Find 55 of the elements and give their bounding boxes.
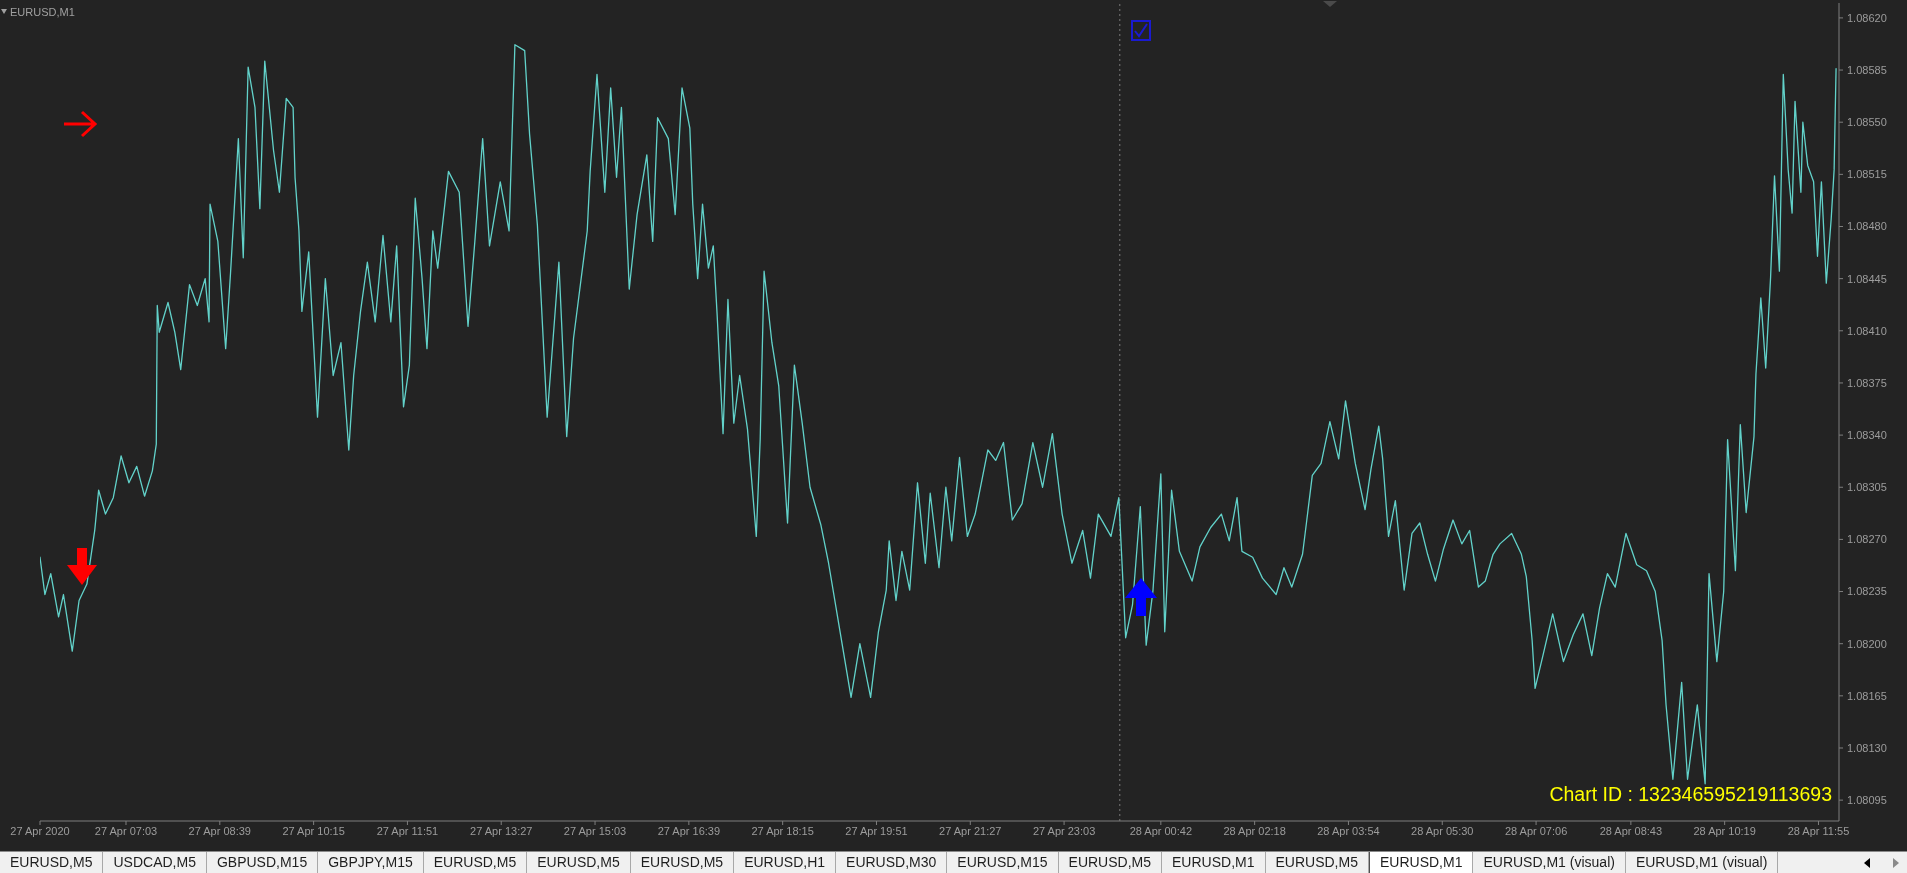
x-tick-label: 28 Apr 03:54 [1317,824,1380,837]
x-tick-label: 27 Apr 16:39 [657,824,721,837]
x-tick-label: 28 Apr 11:55 [1787,824,1850,837]
x-tick-label: 27 Apr 13:27 [470,824,533,837]
y-tick-label: 1.08515 [1847,168,1887,181]
x-tick-label: 28 Apr 00:42 [1129,824,1193,837]
y-tick-label: 1.08340 [1847,429,1887,441]
y-tick-label: 1.08095 [1847,794,1887,807]
y-tick-label: 1.08165 [1847,689,1887,702]
y-tick-label: 1.08585 [1847,63,1887,76]
x-tick-label: 28 Apr 08:43 [1599,824,1663,837]
y-tick-label: 1.08375 [1847,376,1887,389]
x-tick-label: 28 Apr 10:19 [1693,824,1756,837]
tab: EURUSD,M1 [1368,852,1474,873]
tab: EURUSD,M5 [527,852,631,873]
y-tick-label: 1.08620 [1847,11,1887,24]
y-tick-label: 1.08445 [1847,272,1887,285]
x-tick-label: 27 Apr 08:39 [188,824,251,837]
y-tick-label: 1.08270 [1847,533,1887,546]
tab: EURUSD,M15 [947,852,1059,873]
x-tick-label: 27 Apr 11:51 [376,824,439,837]
x-tick-label: 27 Apr 07:03 [94,824,158,837]
y-tick-label: 1.08480 [1847,220,1887,233]
tab: EURUSD,M30 [836,852,948,873]
x-tick-label: 27 Apr 10:15 [282,824,345,837]
x-tick-label: 27 Apr 19:51 [845,824,908,837]
annotation: Chart ID : 132346595219113693 [1549,783,1832,806]
x-tick-label: 28 Apr 07:06 [1504,824,1568,837]
tab: EURUSD,M5 [1058,852,1163,873]
tab: EURUSD,M5 [630,852,735,873]
tab: GBPJPY,M15 [318,852,424,873]
x-tick-label: 27 Apr 23:03 [1032,824,1096,837]
y-tick-label: 1.08235 [1847,585,1887,598]
x-tick-label: 27 Apr 18:15 [751,824,814,837]
x-tick-label: 28 Apr 05:30 [1411,824,1474,837]
chart-title: EURUSD,M1 [10,6,75,18]
tab: EURUSD,M5 [0,852,104,873]
y-tick-label: 1.08305 [1847,481,1887,494]
tab: EURUSD,H1 [734,852,837,873]
tab: EURUSD,M1 (visual) [1473,852,1626,873]
tab: EURUSD,M5 [1265,852,1369,873]
y-tick-label: 1.08130 [1847,741,1887,754]
x-tick-label: 27 Apr 15:03 [563,824,627,837]
x-tick-label: 27 Apr 2020 [10,824,70,837]
y-tick-label: 1.08410 [1847,324,1887,337]
tab: EURUSD,M1 (visual) [1625,852,1779,873]
tab: EURUSD,M1 [1162,852,1266,873]
tab: GBPUSD,M15 [206,852,319,873]
y-tick-label: 1.08550 [1847,116,1887,129]
tab: EURUSD,M5 [423,852,528,873]
line-series [40,44,1837,785]
tab: USDCAD,M5 [103,852,207,873]
y-tick-label: 1.08200 [1847,637,1887,650]
x-tick-label: 28 Apr 02:18 [1223,824,1286,837]
x-tick-label: 27 Apr 21:27 [939,824,1002,837]
